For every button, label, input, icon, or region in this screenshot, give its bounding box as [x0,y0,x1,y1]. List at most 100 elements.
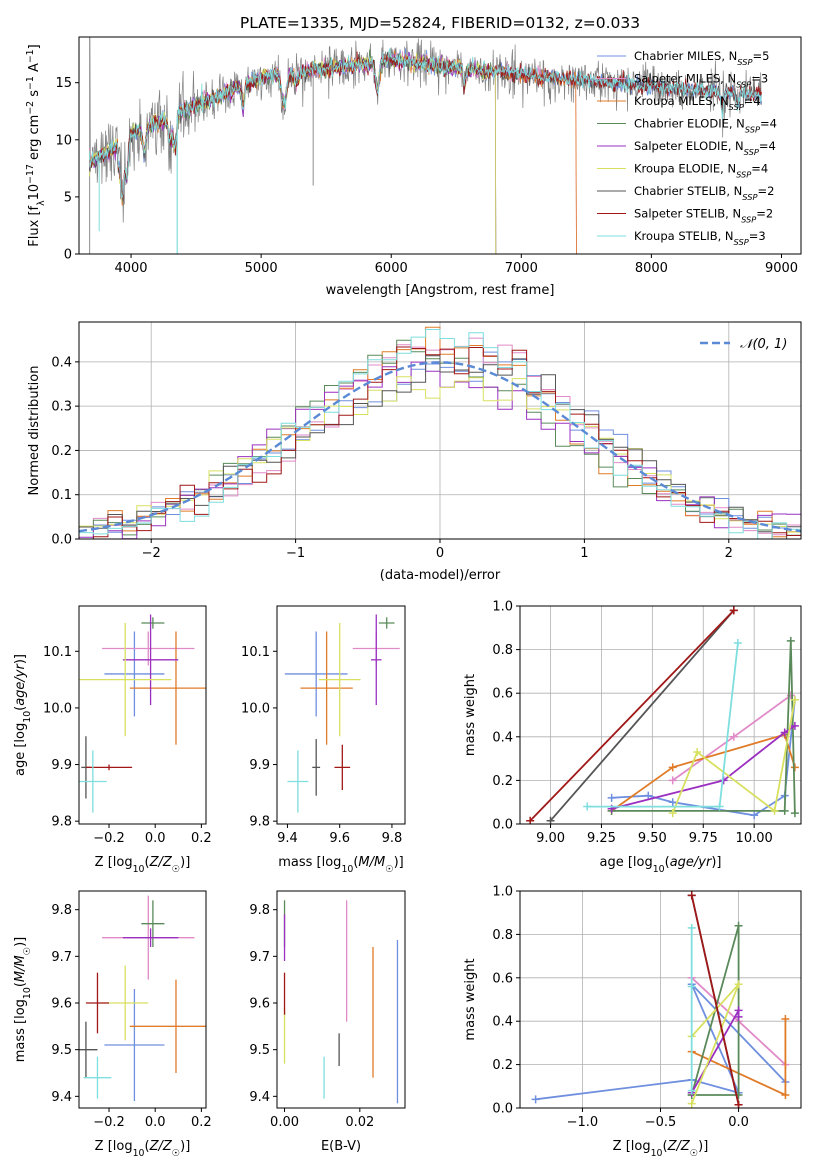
model-line [89,51,577,254]
x-tick-label: 0.00 [270,1115,299,1130]
y-tick-label: 0 [64,248,72,263]
legend: Chabrier MILES, NSSP=5 Salpeter MILES, NS… [597,49,777,247]
y-axis-label: age [log10(age/yr)] [13,654,33,776]
legend-label: Chabrier MILES, NSSP=5 [634,49,769,67]
y-tick-label: 0.8 [492,643,513,658]
weight-marker [733,639,742,648]
error-bar-point [102,965,149,1041]
y-tick-label: 10.1 [43,645,72,660]
plot-area [531,891,790,1108]
error-bar-point [85,764,133,771]
y-tick-label: 0.4 [492,730,513,745]
axes-frame [78,605,207,825]
x-tick-label: 0.0 [145,1115,166,1130]
y-tick-label: 10.1 [241,645,270,660]
weight-series [546,606,738,824]
x-tick-label: −1.0 [567,1115,599,1130]
y-tick-label: 0.4 [51,355,72,370]
axes-frame [519,890,802,1109]
legend-label: Chabrier STELIB, NSSP=2 [634,184,774,202]
chart-title: PLATE=1335, MJD=52824, FIBERID=0132, z=0… [240,14,640,32]
weight-series [687,923,696,1095]
y-tick-label: 0.3 [51,400,72,415]
legend-label: Kroupa ELODIE, NSSP=4 [634,162,768,180]
legend-label: Salpeter MILES, NSSP=3 [634,72,768,90]
error-bar-point [378,617,395,629]
y-tick-label: 1.0 [492,885,513,900]
x-tick-label: 1 [580,546,588,561]
plot-area [79,326,801,539]
x-axis-label: Z [log10(Z/Z☉)] [613,1139,709,1159]
weight-marker [687,891,696,900]
axes-2: −0.2 0.0 0.2 9.8 9.9 10.0 10.1 Z [log10(Z/Z☉)] a… [13,605,212,875]
x-tick-label: 9.4 [277,831,298,846]
legend-item: Kroupa ELODIE, NSSP=4 [597,162,768,180]
x-tick-label: −0.2 [93,1115,125,1130]
y-tick-label: 0.2 [492,774,513,789]
weight-marker [734,1012,743,1021]
y-tick-label: 9.5 [249,1043,270,1058]
error-bar-point [129,631,206,745]
y-tick-label: 0.0 [51,533,72,548]
legend-label: Salpeter ELODIE, NSSP=4 [634,139,776,157]
x-tick-label: 4000 [114,261,147,276]
legend-item: Salpeter STELIB, NSSP=2 [597,207,773,225]
x-tick-label: 9.6 [329,831,350,846]
error-bar-point [300,631,353,745]
x-tick-label: 9.75 [689,831,718,846]
x-tick-label: 0.2 [191,831,212,846]
y-axis-label: mass weight [463,958,478,1040]
weight-marker [734,921,743,930]
error-bar-point [104,631,165,717]
weight-marker [687,982,696,991]
axes-frame [78,321,802,540]
x-tick-label: 10.00 [736,831,773,846]
y-tick-label: 9.4 [249,1090,270,1105]
weight-marker [607,793,616,802]
weight-marker [729,732,738,741]
error-bar-point [287,750,309,813]
weight-line [671,699,796,814]
x-tick-label: 9.00 [536,831,565,846]
weight-series [526,606,738,824]
error-bar-point [83,1056,112,1099]
y-tick-label: 10.0 [241,701,270,716]
weight-marker [729,606,738,615]
x-tick-label: 0 [436,546,444,561]
error-bar-point [318,622,361,737]
y-tick-label: 10 [55,133,72,148]
y-tick-label: 9.6 [51,997,72,1012]
error-bar-point [104,989,165,1101]
weight-marker [790,809,799,818]
weight-marker [750,811,759,820]
weight-marker [531,1095,540,1104]
error-bar-point [141,900,165,947]
error-bar-point [122,614,179,706]
weight-marker [781,1090,790,1099]
legend-item: Chabrier MILES, NSSP=5 [597,49,769,67]
y-axis-label: mass [log10(M/M☉)] [13,937,33,1063]
axes-frame [78,890,207,1109]
x-axis-label: E(B-V) [321,1139,361,1154]
weight-marker [583,802,592,811]
weight-marker [668,809,677,818]
plot-area [79,614,206,813]
y-tick-label: 9.8 [249,815,270,830]
weight-line [690,895,740,1105]
error-bar-point [79,750,107,813]
error-bar-point [284,631,348,717]
weight-line [611,733,796,812]
y-tick-label: 0.0 [492,818,513,833]
weight-series [668,695,799,818]
x-tick-label: 9.8 [382,831,403,846]
weight-line [690,1006,740,1094]
y-tick-label: 9.9 [51,758,72,773]
y-tick-label: 1.0 [492,600,513,615]
weight-marker [786,636,795,645]
y-tick-label: 0.8 [492,928,513,943]
x-tick-label: 0.02 [345,1115,374,1130]
x-axis-label: Z [log10(Z/Z☉)] [95,855,191,875]
y-axis-label: Flux [fλ10−17 erg cm−2 s−1 A−1] [25,44,47,246]
weight-marker [668,776,677,785]
model-line [89,47,762,199]
